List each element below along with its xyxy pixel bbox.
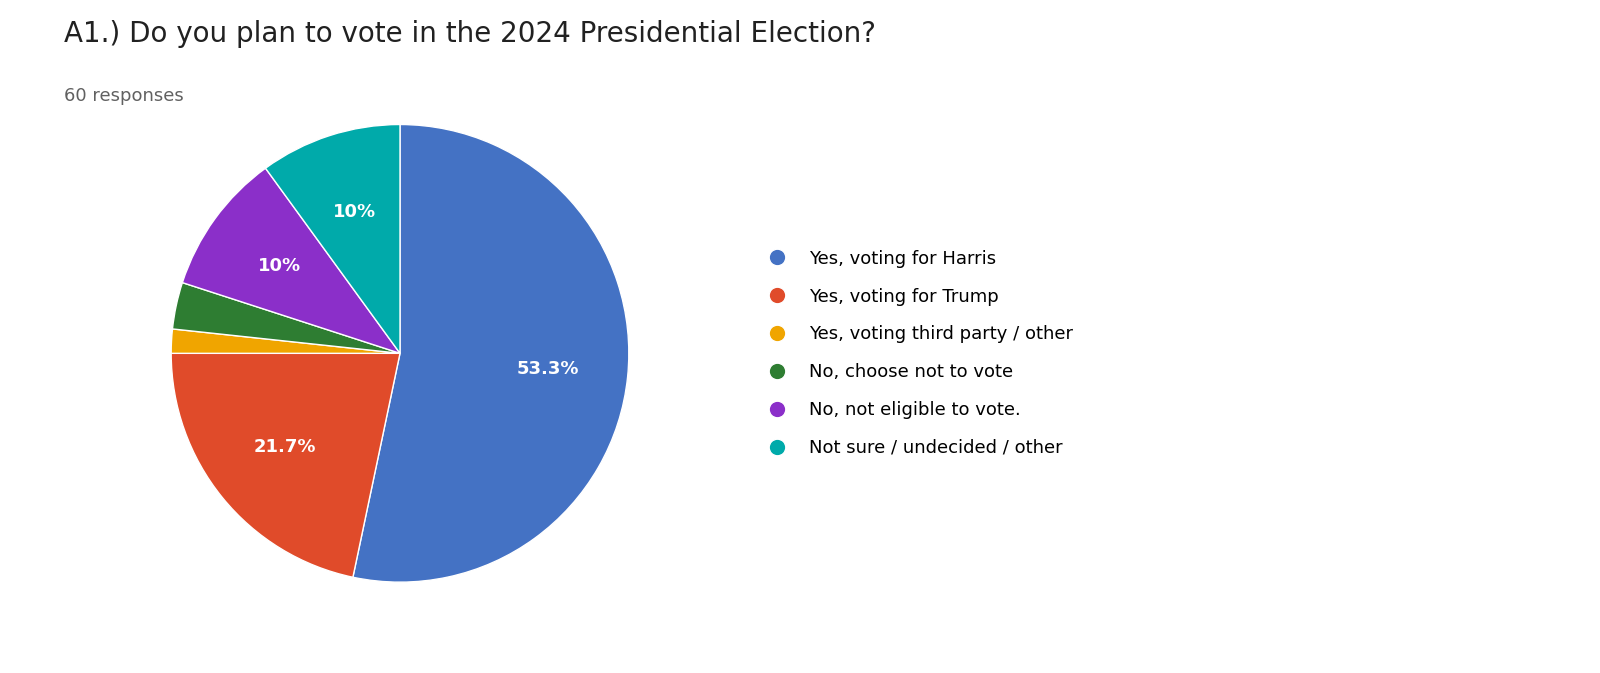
Text: 60 responses: 60 responses <box>64 87 184 106</box>
Wedge shape <box>354 125 629 582</box>
Wedge shape <box>182 168 400 353</box>
Text: 10%: 10% <box>258 257 301 275</box>
Wedge shape <box>171 353 400 577</box>
Wedge shape <box>173 283 400 353</box>
Text: 10%: 10% <box>333 203 376 221</box>
Wedge shape <box>266 125 400 353</box>
Text: A1.) Do you plan to vote in the 2024 Presidential Election?: A1.) Do you plan to vote in the 2024 Pre… <box>64 20 877 48</box>
Text: 21.7%: 21.7% <box>253 438 315 456</box>
Wedge shape <box>171 329 400 353</box>
Text: 53.3%: 53.3% <box>517 359 579 378</box>
Legend: Yes, voting for Harris, Yes, voting for Trump, Yes, voting third party / other, : Yes, voting for Harris, Yes, voting for … <box>741 232 1091 475</box>
